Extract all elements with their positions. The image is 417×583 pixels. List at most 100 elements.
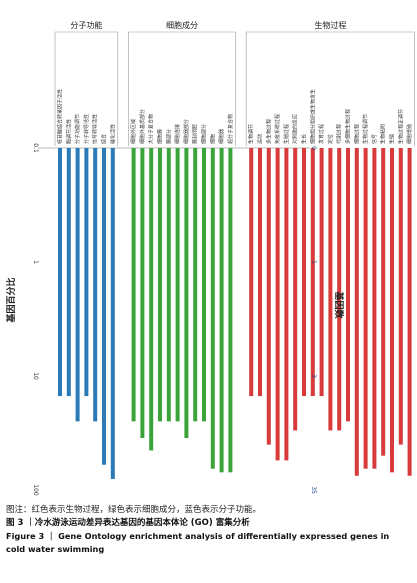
bar [302, 148, 306, 397]
bar [184, 148, 189, 439]
caption-title-cn: 图 3 ｜冷水游泳运动差异表达基因的基因本体论 (GO) 富集分析 [6, 518, 250, 528]
bar [354, 148, 359, 476]
right-tick-label: 3 [310, 374, 317, 378]
right-tick-label: 35 [310, 486, 317, 494]
bar [140, 148, 145, 439]
right-tick-label: 0 [310, 146, 317, 150]
bars [58, 148, 412, 479]
caption-title-en: Figure 3 ｜ Gene Ontology enrichment anal… [6, 531, 390, 554]
right-tick-label: 1 [310, 260, 317, 264]
figure-caption: 图注：红色表示生物过程，绿色表示细胞成分，蓝色表示分子功能。 图 3 ｜冷水游泳… [6, 504, 411, 556]
category-label: 细胞组分组织或生物发生 [309, 89, 316, 144]
left-axis-ticks: 0.1 1 10 100 [32, 143, 39, 496]
category-label: 发育过程 [318, 124, 325, 144]
category-label: 对刺激的反应 [292, 114, 299, 144]
group-label: 分子功能 [70, 20, 102, 30]
bar [372, 148, 377, 469]
bar [363, 148, 368, 469]
bar [319, 148, 324, 397]
group-label: 生物过程 [314, 20, 346, 30]
category-label: 细胞部分 [201, 124, 208, 144]
group-bracket [54, 31, 119, 146]
category-label: 免疫系统过程 [274, 114, 281, 144]
category-label: 分子转导活性 [83, 114, 90, 144]
left-tick-label: 1 [32, 260, 39, 264]
bar [249, 148, 254, 397]
category-label: 细胞过程 [353, 124, 360, 144]
bar [75, 148, 80, 422]
bar [398, 148, 403, 445]
bar [275, 148, 280, 461]
category-label: 细胞 [209, 134, 216, 144]
category-label: 代谢过程 [336, 124, 343, 144]
category-label: 细胞连接 [174, 124, 181, 144]
category-label: 信号 [371, 134, 378, 144]
bar [293, 148, 298, 431]
caption-note: 图注：红色表示生物过程，绿色表示细胞成分，蓝色表示分子功能。 [6, 505, 262, 515]
go-enrichment-chart: 分子功能 细胞成分 生物过程 核苷酸结合转录因子活性 酶调节活性 分子功能调节 分子转导活… [5, 20, 415, 496]
bar [149, 148, 154, 451]
category-label: 细胞外区域 [130, 119, 137, 144]
category-label: 生殖 [389, 134, 396, 144]
bar [266, 148, 271, 445]
category-label: 细胞增殖 [406, 124, 413, 144]
bar [328, 148, 333, 431]
left-tick-label: 0.1 [32, 143, 39, 153]
category-label: 大分子复合物 [148, 114, 155, 144]
bar [93, 148, 98, 422]
bar [407, 148, 412, 476]
category-label: 信号转导活性 [92, 114, 99, 144]
category-label: 膜部分 [165, 129, 172, 144]
bar [346, 148, 350, 422]
group-bracket [128, 31, 236, 146]
bar [158, 148, 162, 422]
bar [337, 148, 342, 431]
bar [66, 148, 71, 397]
bar [219, 148, 224, 473]
category-label: 运动 [257, 134, 264, 144]
category-label: 多生物过程 [265, 119, 272, 144]
left-axis-title: 基因百分比 [5, 277, 17, 323]
category-label: 细胞器部分 [183, 119, 190, 144]
bar [390, 148, 394, 473]
category-label: 核苷酸结合转录因子活性 [57, 89, 64, 144]
left-tick-label: 10 [32, 372, 39, 380]
bar [131, 148, 136, 422]
category-label: 生物过程正调节 [397, 109, 404, 144]
bar [310, 148, 315, 397]
bar [258, 148, 262, 397]
bar [110, 148, 115, 479]
bar [166, 148, 171, 422]
category-label: 超分子复合物 [227, 114, 234, 144]
category-labels: 核苷酸结合转录因子活性 酶调节活性 分子功能调节 分子转导活性 信号转导活性 结合 催化活性… [57, 89, 414, 144]
category-label: 生物调节 [248, 124, 255, 144]
group-bracket [245, 31, 415, 146]
bar [102, 148, 106, 465]
category-label: 生长 [301, 134, 308, 144]
bar [193, 148, 198, 422]
category-label: 膜封闭腔 [192, 124, 199, 144]
bar [228, 148, 233, 473]
group-label: 细胞成分 [166, 20, 198, 30]
bar [381, 148, 386, 456]
right-axis-ticks: 0 1 3 35 [310, 146, 317, 494]
category-label: 定位 [327, 134, 334, 144]
category-label: 催化活性 [109, 124, 116, 144]
bar [175, 148, 180, 422]
category-label: 细胞外基质部分 [139, 109, 146, 144]
category-label: 结合 [101, 134, 108, 144]
bar [202, 148, 206, 422]
category-label: 生物过程调节 [362, 114, 369, 144]
right-axis-title: 基因数 [333, 290, 345, 319]
bar [210, 148, 215, 469]
category-label: 细胞膜 [157, 129, 164, 144]
category-label: 分子功能调节 [74, 114, 81, 144]
group-headers: 分子功能 细胞成分 生物过程 [54, 20, 415, 146]
bar [84, 148, 89, 397]
category-label: 生物粘附 [380, 124, 387, 144]
category-label: 细胞器 [218, 129, 225, 144]
category-label: 生殖过程 [283, 124, 290, 144]
bar [58, 148, 62, 397]
category-label: 多细胞生物过程 [345, 109, 352, 144]
category-label: 酶调节活性 [65, 119, 72, 144]
